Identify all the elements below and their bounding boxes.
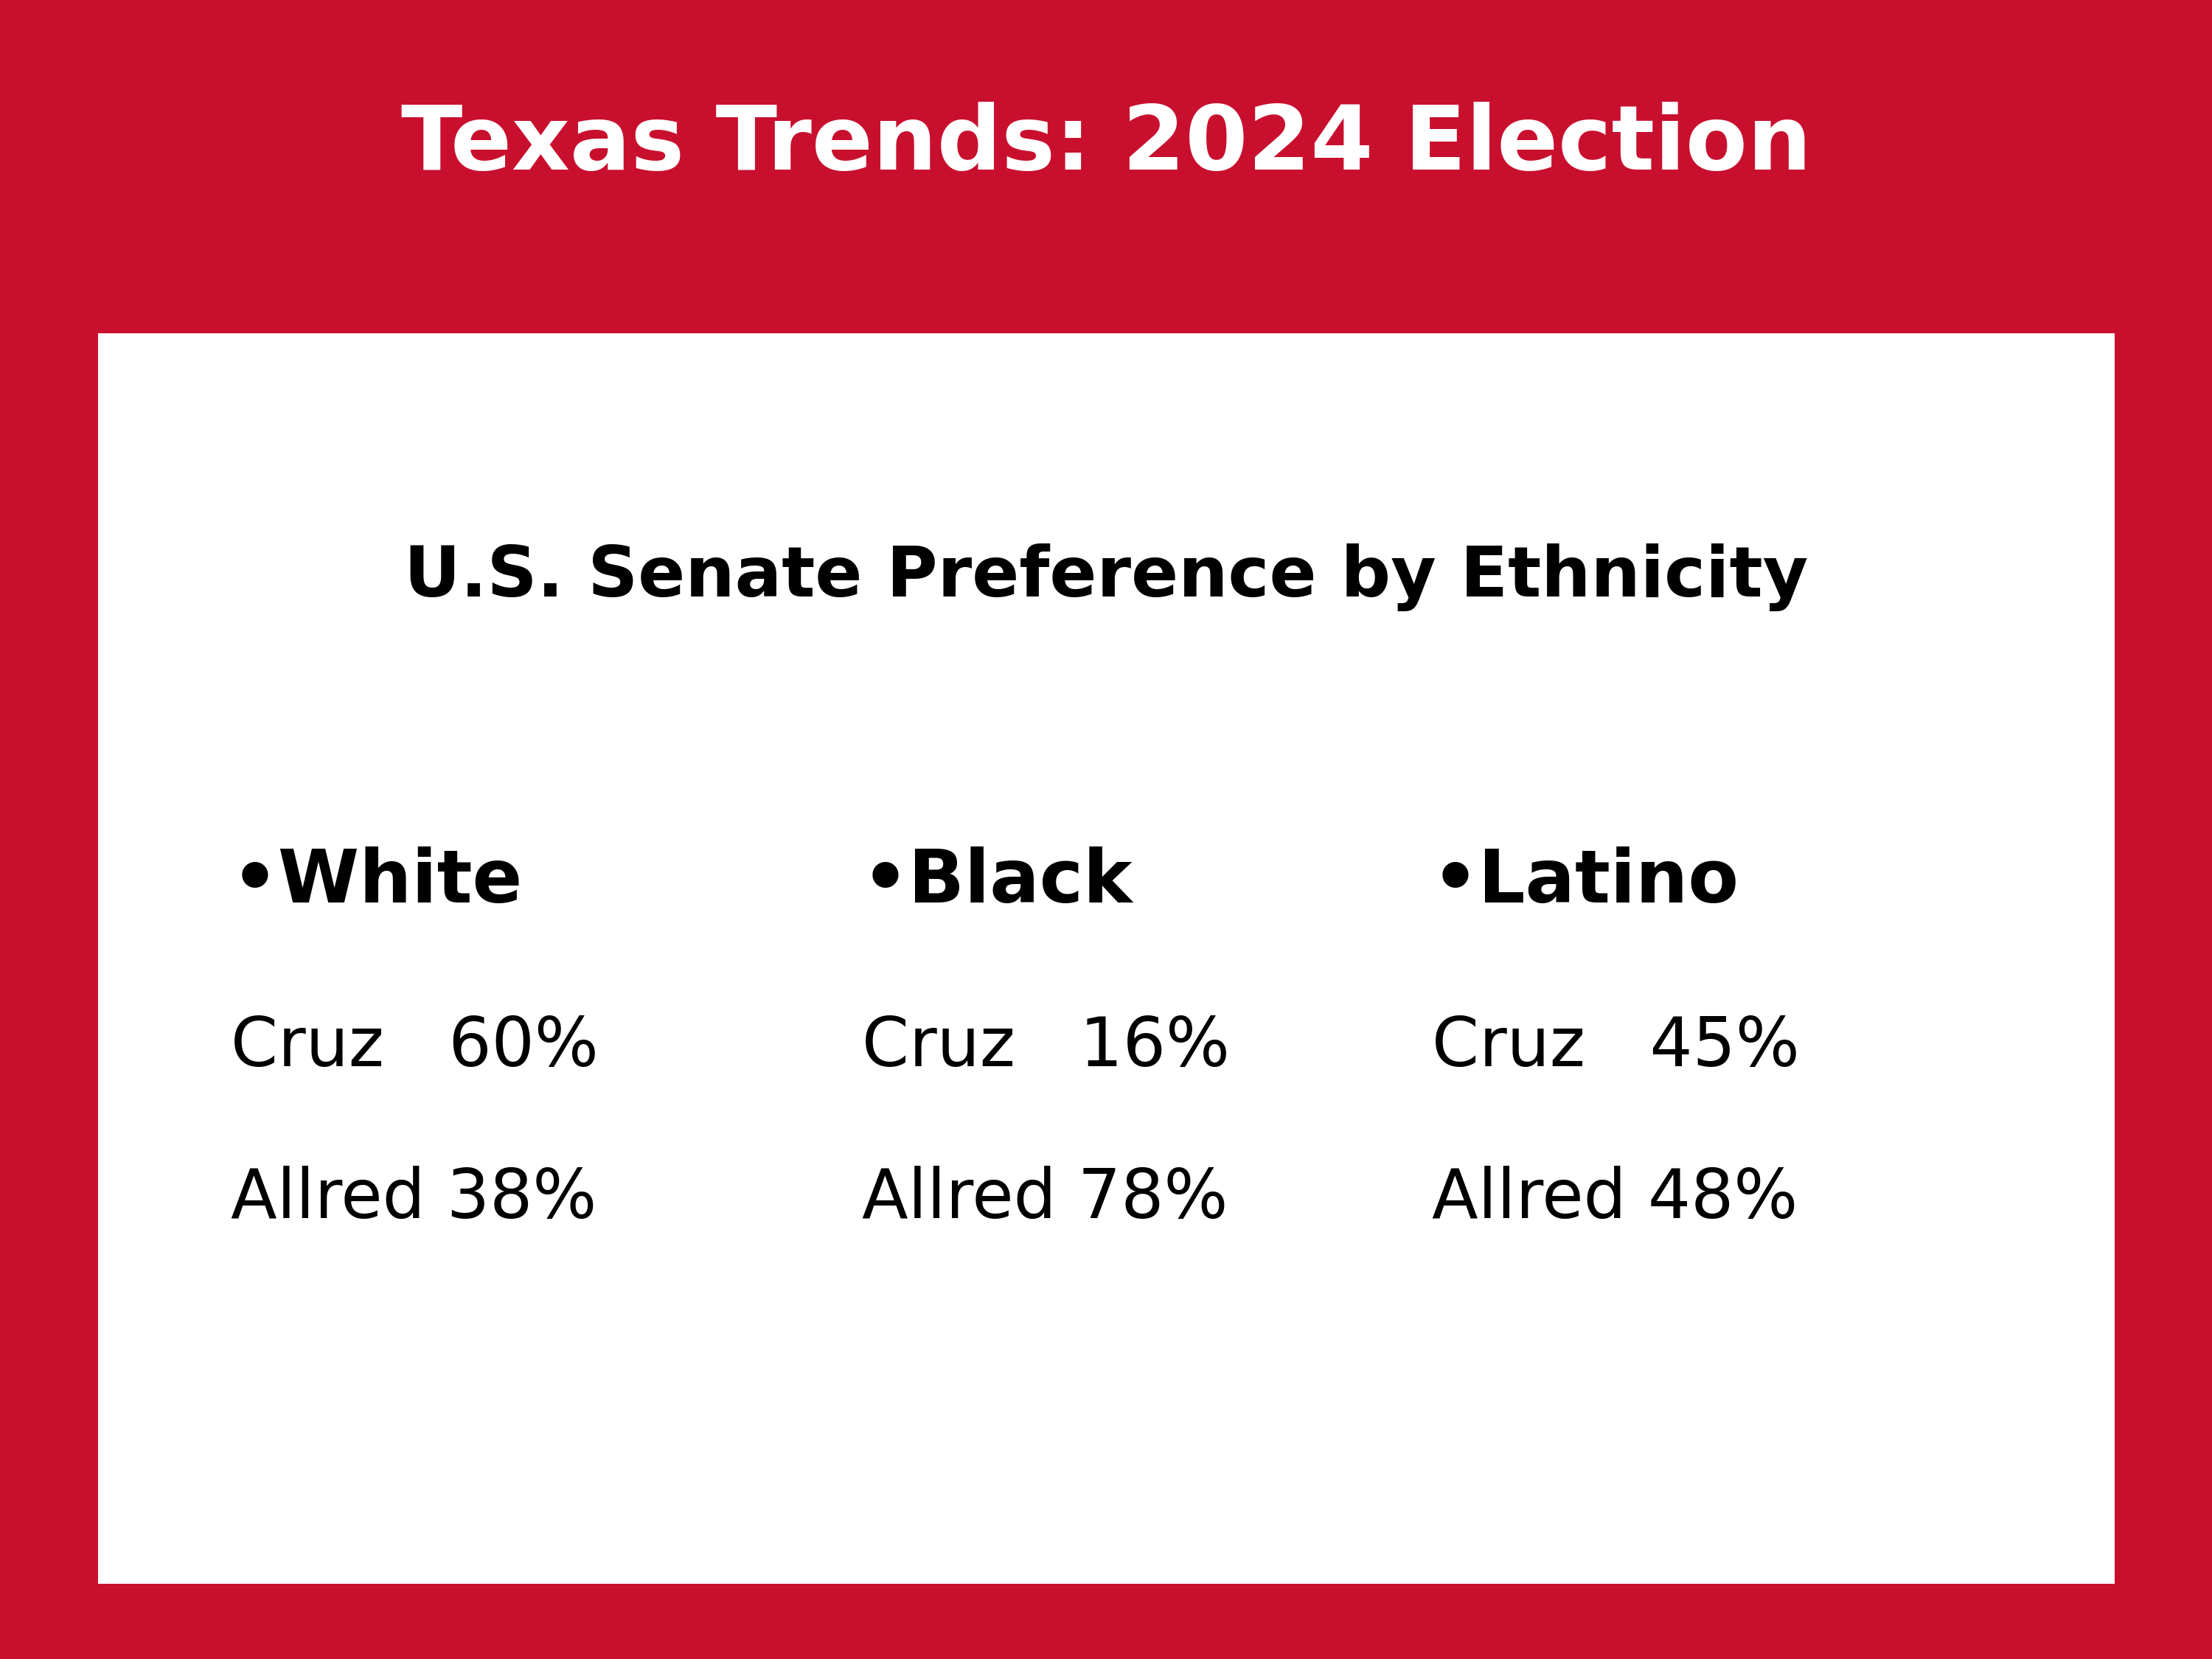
Text: Allred 38%: Allred 38% [230,1166,597,1233]
Bar [88,324,2124,1593]
Text: Allred 48%: Allred 48% [1431,1166,1798,1233]
Text: Cruz   60%: Cruz 60% [230,1014,599,1080]
Text: Cruz   45%: Cruz 45% [1431,1014,1798,1080]
Text: •Latino: •Latino [1431,846,1739,917]
Text: •Black: •Black [863,846,1133,917]
Text: Allred 78%: Allred 78% [863,1166,1228,1233]
Text: •White: •White [230,846,522,917]
Text: Texas Trends: 2024 Election: Texas Trends: 2024 Election [400,103,1812,187]
Text: U.S. Senate Preference by Ethnicity: U.S. Senate Preference by Ethnicity [405,544,1807,611]
Text: Cruz   16%: Cruz 16% [863,1014,1230,1080]
